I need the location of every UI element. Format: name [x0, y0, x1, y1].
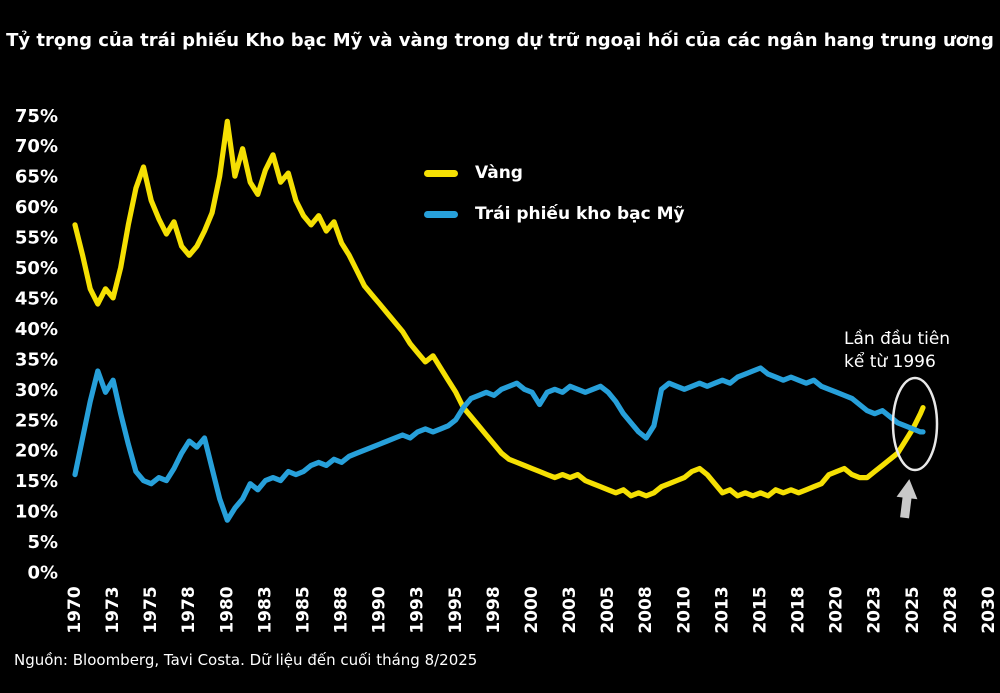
gold-line: [72, 118, 926, 499]
x-tick-label: 2030: [979, 586, 999, 633]
y-tick-label: 40%: [15, 319, 58, 340]
treasury-line-swatch: [424, 210, 458, 218]
x-tick-label: 1990: [370, 586, 390, 633]
treasury-line: [72, 365, 926, 523]
legend-item-gold: Vàng: [424, 158, 685, 188]
x-tick-label: 2003: [560, 586, 580, 633]
x-tick-label: 1980: [217, 586, 237, 633]
y-tick-label: 25%: [15, 410, 58, 431]
crossover-annotation: Lần đầu tiên kể từ 1996: [844, 328, 950, 374]
y-tick-label: 50%: [15, 258, 58, 279]
x-tick-label: 1993: [408, 586, 428, 633]
y-tick-label: 20%: [15, 441, 58, 462]
y-tick-label: 65%: [15, 167, 58, 188]
x-tick-label: 1975: [141, 586, 161, 633]
y-tick-label: 45%: [15, 288, 58, 309]
x-tick-label: 2023: [865, 586, 885, 633]
y-tick-label: 55%: [15, 228, 58, 249]
y-tick-label: 60%: [15, 197, 58, 218]
annotation-line-2: kể từ 1996: [844, 352, 936, 372]
chart-title: Tỷ trọng của trái phiếu Kho bạc Mỹ và và…: [6, 30, 994, 51]
y-tick-label: 10%: [15, 502, 58, 523]
x-tick-label: 2008: [636, 586, 656, 633]
y-tick-label: 15%: [15, 471, 58, 492]
x-tick-label: 2015: [750, 586, 770, 633]
x-tick-label: 2018: [789, 586, 809, 633]
y-tick-label: 70%: [15, 136, 58, 157]
source-note: Nguồn: Bloomberg, Tavi Costa. Dữ liệu đế…: [14, 651, 478, 669]
gold-line-swatch: [424, 169, 458, 177]
x-tick-label: 1973: [103, 586, 123, 633]
crossover-ellipse: [891, 376, 939, 472]
legend-label-treasury: Trái phiếu kho bạc Mỹ: [475, 204, 685, 224]
x-tick-label: 2010: [674, 586, 694, 633]
y-tick-label: 30%: [15, 380, 58, 401]
y-tick-label: 75%: [15, 106, 58, 127]
legend-item-treasury: Trái phiếu kho bạc Mỹ: [424, 199, 685, 229]
x-tick-label: 1988: [332, 586, 352, 633]
x-tick-label: 2005: [598, 586, 618, 633]
x-tick-label: 1983: [255, 586, 275, 633]
x-tick-label: 2028: [941, 586, 961, 633]
x-tick-label: 2025: [903, 586, 923, 633]
y-tick-label: 0%: [27, 563, 58, 584]
x-tick-label: 2000: [522, 586, 542, 633]
up-arrow-icon: [896, 479, 918, 519]
y-tick-label: 35%: [15, 349, 58, 370]
x-tick-label: 1998: [484, 586, 504, 633]
x-tick-label: 1978: [179, 586, 199, 633]
x-tick-label: 1995: [446, 586, 466, 633]
legend: Vàng Trái phiếu kho bạc Mỹ: [424, 158, 685, 240]
y-tick-label: 5%: [27, 532, 58, 553]
x-tick-label: 1970: [65, 586, 85, 633]
x-tick-label: 2020: [827, 586, 847, 633]
x-tick-label: 1985: [293, 586, 313, 633]
annotation-line-1: Lần đầu tiên: [844, 329, 951, 349]
x-tick-label: 2013: [712, 586, 732, 633]
legend-label-gold: Vàng: [475, 163, 523, 183]
